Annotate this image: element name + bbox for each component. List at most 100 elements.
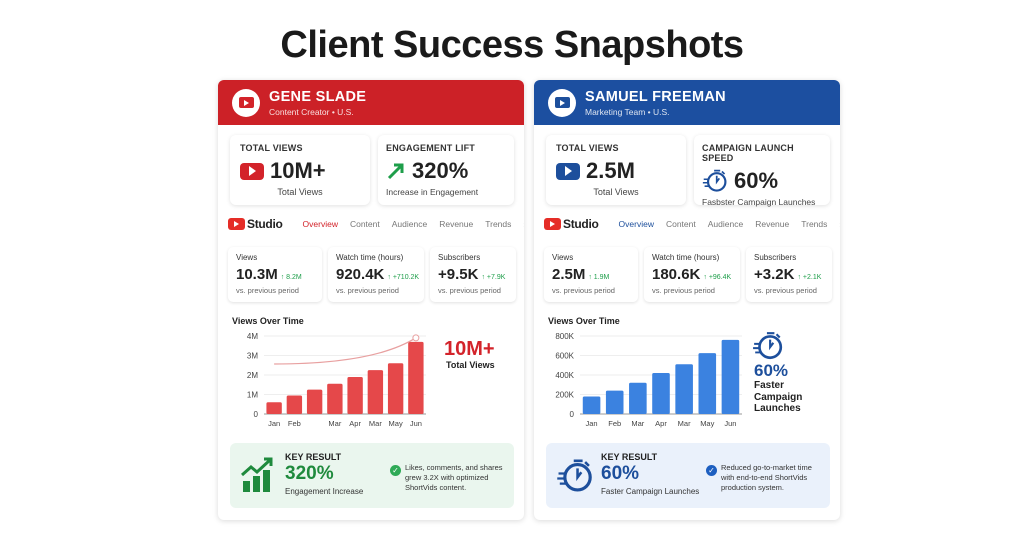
tab-revenue[interactable]: Revenue <box>439 219 474 229</box>
side-value: 60% <box>754 361 789 380</box>
chevron-right-icon[interactable]: › <box>839 219 840 229</box>
tab-revenue[interactable]: Revenue <box>755 219 790 229</box>
metric-delta: ↑ +96.4K <box>703 274 732 281</box>
bar <box>408 341 424 414</box>
youtube-play-icon <box>556 162 580 180</box>
metric-watch: Watch time (hours) 920.4K ↑ +710.2K vs. p… <box>328 247 424 302</box>
metric-delta: ↑ +7.9K <box>481 274 506 281</box>
trend-line <box>274 337 417 365</box>
bar <box>675 364 693 414</box>
x-tick-label: Jun <box>410 419 422 428</box>
bar <box>698 353 717 414</box>
tab-audience[interactable]: Audience <box>707 219 744 229</box>
card-header: GENE SLADE Content Creator • U.S. <box>218 80 524 125</box>
metric-compare: vs. previous period <box>754 286 817 295</box>
tab-audience[interactable]: Audience <box>391 219 428 229</box>
bar-chart-growth-icon <box>240 457 276 498</box>
metric-label: Views <box>552 253 574 262</box>
stat-value: 320% <box>412 158 469 183</box>
metric-watch: Watch time (hours) 180.6K ↑ +96.4K vs. pr… <box>644 247 740 302</box>
card-header: SAMUEL FREEMAN Marketing Team • U.S. <box>534 80 840 125</box>
y-tick-label: 1M <box>247 391 258 400</box>
chart-title: Views Over Time <box>232 316 304 326</box>
key-result-text: Reduced go-to-market time with end-to-en… <box>721 463 812 493</box>
stat-label: CAMPAIGN LAUNCH SPEED <box>702 143 794 163</box>
tab-trends[interactable]: Trends <box>485 219 512 229</box>
metric-value: 2.5M <box>552 266 586 283</box>
bar <box>605 390 624 414</box>
bar <box>652 373 670 414</box>
bar <box>347 376 363 414</box>
metric-value: +9.5K <box>438 266 479 283</box>
x-tick-label: Apr <box>655 419 667 428</box>
key-result-panel: KEY RESULT 320% Engagement Increase ✓ Li… <box>230 443 514 508</box>
metric-value: 10.3M <box>236 266 278 283</box>
youtube-play-icon <box>544 218 561 230</box>
y-tick-label: 0 <box>254 410 259 419</box>
youtube-logo-icon <box>548 88 576 117</box>
stopwatch-icon <box>752 330 784 367</box>
youtube-play-icon <box>228 218 245 230</box>
client-subtitle: Content Creator • U.S. <box>269 106 354 117</box>
x-tick-label: May <box>389 419 403 428</box>
side-label: Faster Campaign Launches <box>754 380 803 414</box>
metric-compare: vs. previous period <box>652 286 715 295</box>
client-name: SAMUEL FREEMAN <box>585 88 726 105</box>
bar <box>306 389 323 414</box>
bar <box>286 395 303 414</box>
x-tick-label: Feb <box>608 419 621 428</box>
check-circle-icon: ✓ <box>706 465 717 476</box>
stat-sub: Fasbster Campaign Launches <box>702 197 816 207</box>
stat-sub: Total Views <box>277 187 323 197</box>
tab-content[interactable]: Content <box>665 219 696 229</box>
x-tick-label: Mar <box>631 419 644 428</box>
tab-overview[interactable]: Overview <box>302 219 338 229</box>
stat-label: ENGAGEMENT LIFT <box>386 143 475 153</box>
views-bar-chart: 0 1M 2M 3M 4M Jan Feb Mar Apr Mar May Jun <box>247 332 426 428</box>
views-bar-chart: 0 200K 400K 600K 800K Jan Feb Mar Apr Mar May Jun <box>555 332 742 428</box>
studio-nav: Studio Overview Content Audience Revenue Tre… <box>228 213 524 235</box>
y-tick-label: 200K <box>555 391 574 400</box>
x-tick-label: Mar <box>328 419 341 428</box>
stat-value: 60% <box>734 168 779 193</box>
bar <box>721 339 740 414</box>
tab-trends[interactable]: Trends <box>801 219 828 229</box>
youtube-play-icon <box>240 162 264 180</box>
stat-label: TOTAL VIEWS <box>556 143 619 153</box>
metric-value: +3.2K <box>754 266 795 283</box>
secondary-stat: ENGAGEMENT LIFT 320% Increase in Engagem… <box>378 135 514 205</box>
tab-content[interactable]: Content <box>349 219 380 229</box>
key-result-sub: Faster Campaign Launches <box>601 487 700 496</box>
y-tick-label: 3M <box>247 352 258 361</box>
key-result-value: 60% <box>601 463 640 484</box>
client-card: GENE SLADE Content Creator • U.S. TOTAL … <box>218 80 524 520</box>
youtube-studio-logo: Studio <box>544 217 599 231</box>
y-tick-label: 800K <box>555 332 574 341</box>
studio-nav: Studio Overview Content Audience Revenue Tre… <box>544 213 840 235</box>
stopwatch-icon <box>702 168 728 194</box>
metric-compare: vs. previous period <box>336 286 399 295</box>
youtube-logo-icon <box>232 88 260 117</box>
key-result-text: Likes, comments, and shares grew 3.2X wi… <box>405 463 503 493</box>
metric-views: Views 2.5M ↑ 1.9M vs. previous period <box>544 247 638 302</box>
bar <box>629 382 647 414</box>
stat-label: TOTAL VIEWS <box>240 143 303 153</box>
metric-delta: ↑ 8.2M <box>280 274 302 281</box>
key-result-label: KEY RESULT <box>601 452 658 462</box>
side-label: Total Views <box>446 360 495 370</box>
tab-overview[interactable]: Overview <box>618 219 654 229</box>
stat-value: 10M+ <box>270 158 326 183</box>
metric-label: Subscribers <box>438 253 481 262</box>
x-tick-label: Apr <box>349 419 361 428</box>
metric-value: 180.6K <box>652 266 701 283</box>
metric-compare: vs. previous period <box>438 286 501 295</box>
bar <box>327 383 343 414</box>
chevron-right-icon[interactable]: › <box>523 219 524 229</box>
stat-value: 2.5M <box>586 158 635 183</box>
metric-label: Subscribers <box>754 253 797 262</box>
metric-label: Watch time (hours) <box>652 253 720 262</box>
key-result-label: KEY RESULT <box>285 452 342 462</box>
metric-compare: vs. previous period <box>552 286 615 295</box>
metric-label: Watch time (hours) <box>336 253 404 262</box>
client-card: SAMUEL FREEMAN Marketing Team • U.S. TOT… <box>534 80 840 520</box>
